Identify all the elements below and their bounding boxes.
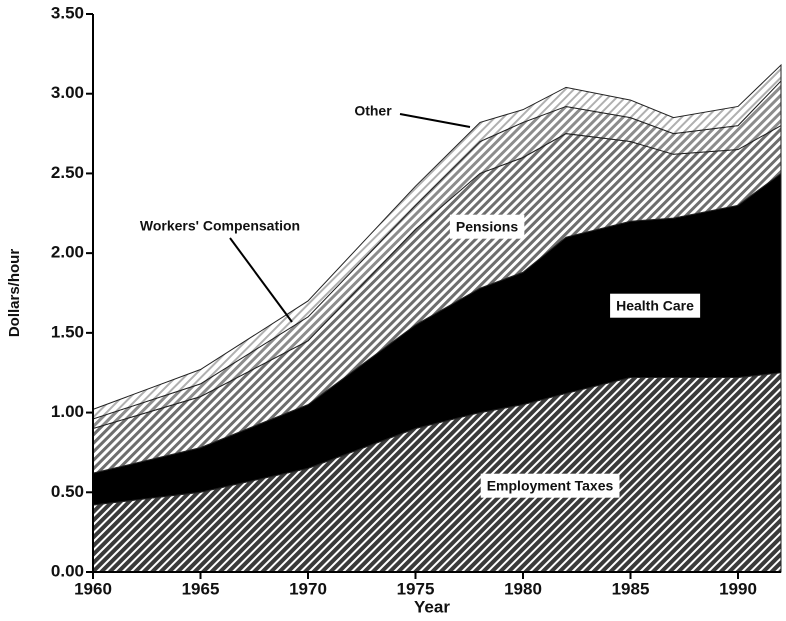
label-box bbox=[137, 217, 303, 234]
series-label-text: Pensions bbox=[456, 219, 518, 235]
x-tick-label: 1960 bbox=[74, 579, 112, 598]
series-label: Employment Taxes bbox=[480, 473, 620, 498]
series-label: Workers' Compensation bbox=[137, 217, 303, 234]
y-tick-label: 0.50 bbox=[51, 482, 84, 501]
y-tick-label: 3.50 bbox=[51, 3, 84, 22]
label-box bbox=[480, 473, 620, 498]
y-tick-label: 1.50 bbox=[51, 322, 84, 341]
label-box bbox=[449, 214, 525, 239]
label-box bbox=[610, 293, 701, 318]
leader-line bbox=[229, 237, 293, 323]
series-label-text: Employment Taxes bbox=[487, 478, 614, 494]
y-tick-label: 2.00 bbox=[51, 243, 84, 262]
series-label-text: Workers' Compensation bbox=[140, 218, 300, 234]
y-tick-label: 2.50 bbox=[51, 163, 84, 182]
series-label-text: Health Care bbox=[616, 298, 694, 314]
series-label: Pensions bbox=[449, 214, 525, 239]
leader-line bbox=[399, 113, 471, 128]
series-label: Health Care bbox=[610, 293, 701, 318]
x-tick-label: 1965 bbox=[182, 579, 220, 598]
x-tick-label: 1990 bbox=[719, 579, 757, 598]
x-tick-label: 1970 bbox=[289, 579, 327, 598]
y-tick-label: 3.00 bbox=[51, 83, 84, 102]
x-tick-label: 1980 bbox=[504, 579, 542, 598]
y-tick-label: 1.00 bbox=[51, 402, 84, 421]
y-axis-label: Dollars/hour bbox=[6, 249, 23, 338]
y-tick-label: 0.00 bbox=[51, 561, 84, 580]
x-axis-label: Year bbox=[414, 597, 450, 616]
series-label: Other bbox=[352, 102, 395, 119]
area bbox=[92, 63, 782, 420]
series-label-text: Other bbox=[354, 103, 392, 119]
x-tick-label: 1975 bbox=[397, 579, 435, 598]
x-tick-label: 1985 bbox=[612, 579, 650, 598]
label-box bbox=[352, 102, 395, 119]
